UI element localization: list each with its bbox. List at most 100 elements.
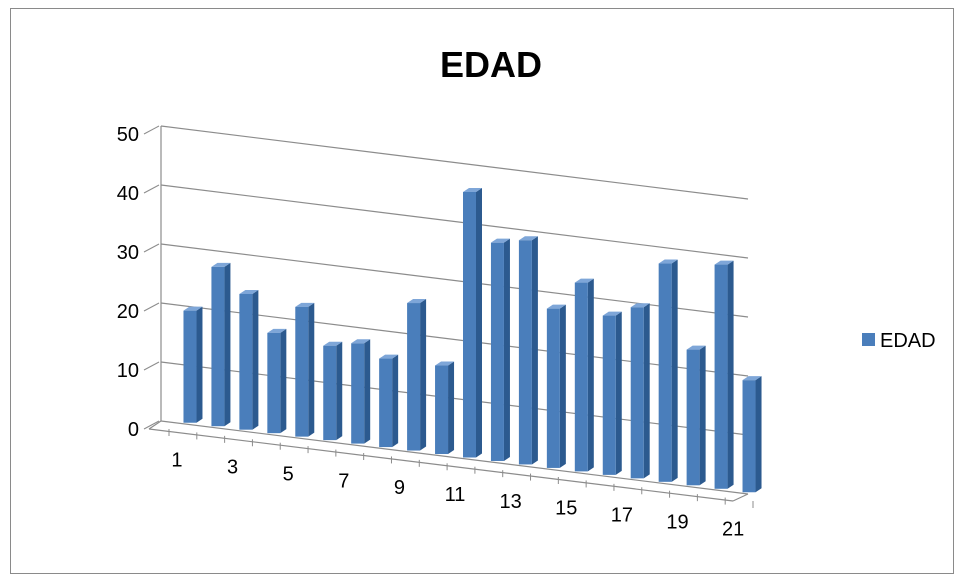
gridline xyxy=(160,361,749,436)
bar xyxy=(351,339,371,444)
x-axis-line xyxy=(148,428,734,502)
x-tick-label: 9 xyxy=(394,477,405,499)
bar xyxy=(463,188,482,458)
x-tick-label: 11 xyxy=(445,484,466,506)
bar-top xyxy=(323,341,343,346)
bar-side xyxy=(308,302,315,437)
gridline xyxy=(160,243,749,318)
bar xyxy=(435,361,455,455)
bar xyxy=(267,328,287,434)
bar xyxy=(574,278,594,472)
grid-layer xyxy=(148,125,749,502)
bar-side xyxy=(671,259,678,482)
bar-side xyxy=(587,278,594,472)
bar xyxy=(658,259,678,482)
bar-top xyxy=(435,361,455,366)
bar-front xyxy=(211,266,225,427)
bar-layer xyxy=(183,188,762,493)
bar-top xyxy=(546,304,566,309)
bar-top xyxy=(267,328,287,333)
bar xyxy=(295,302,315,437)
bar-front xyxy=(714,264,728,489)
bar-front xyxy=(630,307,644,479)
bar-top xyxy=(379,354,399,359)
bar xyxy=(630,303,650,479)
bar-side xyxy=(476,188,482,458)
bar-side xyxy=(699,345,706,486)
bar-side xyxy=(336,341,343,441)
y-tick-mark xyxy=(143,361,160,371)
gridline xyxy=(160,184,749,259)
bar-front xyxy=(602,315,616,475)
x-tick-label: 7 xyxy=(338,470,349,492)
bar-side xyxy=(559,304,566,468)
x-tick-label: 5 xyxy=(283,463,294,485)
legend-label: EDAD xyxy=(880,330,936,352)
gridline xyxy=(160,420,749,495)
bar-front xyxy=(742,380,756,493)
y-tick-mark xyxy=(143,184,160,194)
bar-side xyxy=(503,238,510,461)
bar xyxy=(239,289,259,430)
bar-front xyxy=(490,242,504,461)
bar-front xyxy=(658,263,672,482)
bar-side xyxy=(448,361,455,455)
bar-top xyxy=(658,259,678,264)
bar xyxy=(518,236,538,465)
bar xyxy=(183,306,203,423)
bar-top xyxy=(602,311,622,316)
bar-front xyxy=(323,345,337,441)
bar-top xyxy=(407,299,427,304)
gridline xyxy=(160,302,749,377)
bar-front xyxy=(435,365,449,455)
bar-top xyxy=(239,289,259,294)
y-tick-label: 0 xyxy=(128,419,139,441)
bar xyxy=(686,345,706,486)
bar-side xyxy=(531,236,538,465)
y-tick-mark xyxy=(143,125,160,135)
bar-side xyxy=(420,299,427,451)
bar xyxy=(407,299,427,451)
bar xyxy=(211,262,231,427)
y-tick-label: 20 xyxy=(117,301,139,323)
bar-front xyxy=(183,310,197,423)
y-tick-label: 10 xyxy=(117,360,139,382)
bar-side xyxy=(755,376,762,493)
x-tick-label: 15 xyxy=(555,498,577,520)
bar-top xyxy=(518,236,538,241)
bar-side xyxy=(364,339,371,444)
bar-side xyxy=(252,289,259,430)
x-tick-label: 19 xyxy=(666,511,688,533)
chart-title: EDAD xyxy=(440,44,542,85)
y-tick-mark xyxy=(143,243,160,253)
bar-front xyxy=(239,293,253,430)
y-axis-ticks: 0 10 20 30 40 50 xyxy=(117,124,160,441)
bar-front xyxy=(351,343,365,444)
bar xyxy=(323,341,343,441)
y-tick-label: 40 xyxy=(117,183,139,205)
bar xyxy=(490,238,510,461)
x-tick-label: 13 xyxy=(499,491,521,513)
bar-front xyxy=(463,192,476,458)
bar-side xyxy=(615,311,622,475)
bar-top xyxy=(183,306,203,311)
x-tick-label: 21 xyxy=(722,518,744,540)
x-tick-label: 3 xyxy=(227,457,238,479)
x-tick-label: 17 xyxy=(611,505,633,527)
bar-front xyxy=(267,332,281,434)
bar-front xyxy=(379,358,393,448)
gridline xyxy=(160,125,749,200)
floor-right-edge xyxy=(732,493,749,502)
y-tick-mark xyxy=(143,420,160,430)
bar-side xyxy=(280,328,287,434)
chart-frame: EDAD 0 10 20 30 40 50 1 3 5 7 9 11 13 15 17 19 21 EDAD xyxy=(10,8,954,574)
bar-front xyxy=(546,308,560,468)
bar-side xyxy=(643,303,650,479)
bar xyxy=(379,354,399,448)
bar-front xyxy=(686,349,700,486)
bar-front xyxy=(295,306,309,437)
bar-top xyxy=(574,278,594,283)
legend-swatch xyxy=(862,333,875,346)
bar xyxy=(714,260,734,489)
